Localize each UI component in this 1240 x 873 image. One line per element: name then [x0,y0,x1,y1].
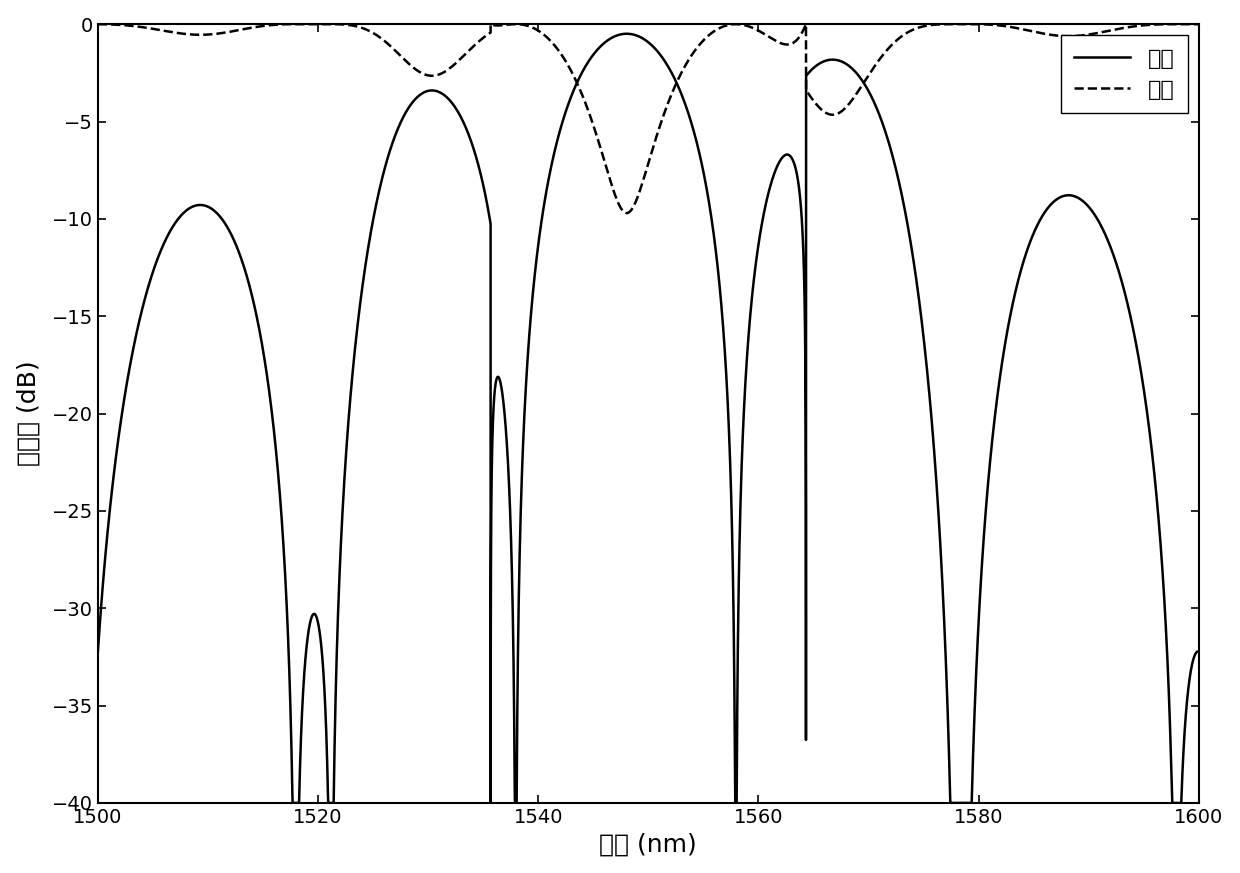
X-axis label: 波长 (nm): 波长 (nm) [599,832,697,856]
Line: 反射: 反射 [98,34,1199,803]
透射 [165,27,180,38]
Y-axis label: 传输率 (dB): 传输率 (dB) [16,361,41,466]
透射 [908,24,923,34]
反射 [356,278,371,289]
反射 [908,265,923,275]
Line: 透射: 透射 [98,24,1199,213]
反射 [688,131,703,141]
透射 [619,208,634,218]
反射 [619,29,634,39]
反射 [91,646,105,656]
反射 [285,798,300,808]
反射 [1192,646,1207,656]
Legend: 反射, 透射: 反射, 透射 [1061,35,1188,113]
反射 [165,222,180,232]
反射 [512,555,527,566]
透射 [356,23,371,33]
透射 [1192,19,1207,30]
反射 [754,224,769,235]
透射 [91,19,105,30]
透射 [688,45,703,56]
透射 [754,27,769,38]
透射 [1169,19,1184,30]
透射 [512,19,527,30]
